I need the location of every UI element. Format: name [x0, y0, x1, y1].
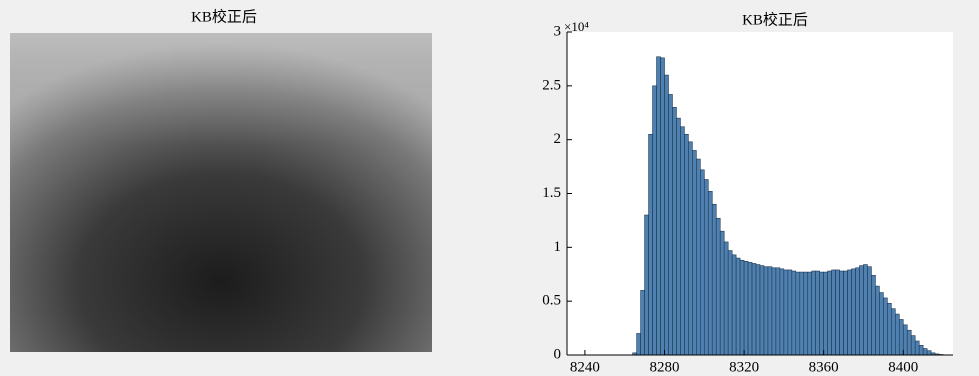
bar [772, 268, 776, 355]
bar [752, 263, 756, 355]
bar [871, 275, 875, 355]
bar [808, 272, 812, 355]
bar [637, 333, 641, 355]
bar [649, 134, 653, 355]
bar [792, 271, 796, 355]
bar [657, 57, 661, 355]
bar [641, 290, 645, 355]
bar [724, 242, 728, 355]
y-tick-label: 0.5 [542, 293, 561, 309]
bar [661, 58, 665, 355]
figure: KB校正后 KB校正后 ×10⁴ 00.511.522.538240828083… [0, 0, 979, 376]
bar [696, 159, 700, 355]
bar [915, 341, 919, 355]
bar [852, 269, 856, 355]
bar [859, 266, 863, 355]
bar [840, 271, 844, 355]
y-tick-label: 2.5 [542, 77, 561, 93]
bar [732, 255, 736, 355]
bar [676, 118, 680, 355]
bar [820, 272, 824, 355]
bar [879, 293, 883, 355]
bar [788, 270, 792, 355]
bar [895, 314, 899, 355]
bar [875, 286, 879, 355]
bar [903, 325, 907, 355]
bar [816, 271, 820, 355]
x-tick-label: 8280 [649, 359, 679, 375]
bar [828, 271, 832, 355]
bar [748, 262, 752, 355]
bar [768, 267, 772, 355]
bar [728, 251, 732, 355]
bar [708, 191, 712, 355]
bar [784, 270, 788, 355]
bar [672, 107, 676, 355]
bar [812, 271, 816, 355]
y-tick-label: 2 [554, 131, 562, 147]
chart-title: KB校正后 [742, 11, 808, 28]
bar [856, 268, 860, 355]
bar [863, 265, 867, 355]
bar [923, 349, 927, 355]
image-title: KB校正后 [191, 8, 257, 25]
bar [720, 231, 724, 355]
y-tick-label: 3 [554, 23, 562, 39]
x-tick-label: 8360 [809, 359, 839, 375]
bar [756, 265, 760, 355]
bar [700, 170, 704, 355]
bar [760, 266, 764, 355]
y-tick-label: 0 [554, 346, 562, 362]
bar [907, 330, 911, 355]
bar [867, 267, 871, 355]
bar [824, 272, 828, 355]
bar [919, 345, 923, 355]
bar [684, 134, 688, 355]
bar [744, 261, 748, 355]
bar [804, 272, 808, 355]
bar [764, 267, 768, 355]
bar [664, 75, 668, 355]
y-tick-label: 1.5 [542, 185, 561, 201]
bar [844, 271, 848, 355]
bar [653, 86, 657, 355]
bar [883, 298, 887, 355]
bar [927, 351, 931, 355]
bar [668, 94, 672, 355]
bar [800, 272, 804, 355]
bar [688, 142, 692, 355]
bar [836, 270, 840, 355]
bar [645, 215, 649, 355]
bar [887, 303, 891, 355]
bar [712, 204, 716, 355]
x-tick-label: 8400 [888, 359, 918, 375]
bar [692, 150, 696, 355]
bar [796, 272, 800, 355]
bar [704, 180, 708, 355]
bar [848, 270, 852, 355]
bar [911, 336, 915, 355]
image-shade [10, 33, 432, 352]
bar [776, 268, 780, 355]
bar [680, 127, 684, 355]
y-tick-label: 1 [554, 239, 562, 255]
bar [780, 269, 784, 355]
bar [899, 319, 903, 355]
x-tick-label: 8320 [729, 359, 759, 375]
bar [716, 218, 720, 355]
bar [740, 260, 744, 355]
bar [832, 270, 836, 355]
bar [891, 309, 895, 355]
bar [736, 258, 740, 355]
x-tick-label: 8240 [570, 359, 600, 375]
